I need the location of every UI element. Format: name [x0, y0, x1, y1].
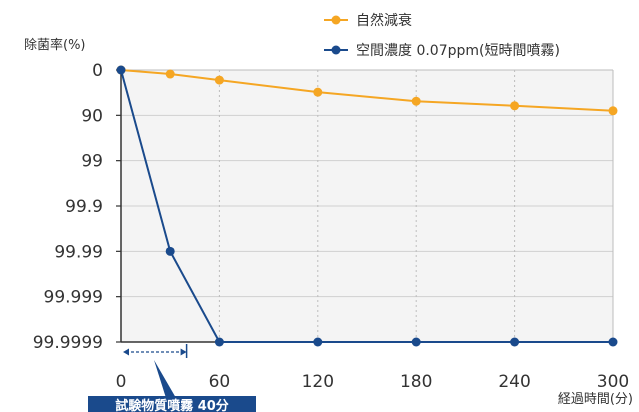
callout-label: 試験物質噴霧 40分	[115, 398, 229, 412]
legend-swatch-marker	[331, 45, 341, 55]
x-axis-label: 経過時間(分)	[558, 392, 633, 407]
y-tick-label: 99.99	[54, 242, 103, 262]
data-point	[411, 337, 421, 347]
y-tick-label: 99	[81, 152, 103, 172]
data-point	[165, 246, 175, 256]
data-point	[510, 337, 520, 347]
x-tick-label: 300	[597, 372, 629, 392]
x-tick-label: 180	[400, 372, 432, 392]
data-point	[608, 337, 618, 347]
data-point	[214, 337, 224, 347]
data-point	[411, 96, 421, 106]
y-tick-label: 0	[92, 61, 103, 81]
legend-label: 自然減衰	[356, 12, 412, 29]
data-point	[165, 69, 175, 79]
annotation-arrow-left	[123, 348, 129, 356]
data-point	[313, 87, 323, 97]
legend-label: 空間濃度 0.07ppm(短時間噴霧)	[356, 43, 560, 59]
x-tick-label: 240	[498, 372, 530, 392]
y-axis-label: 除菌率(%)	[24, 37, 86, 53]
x-tick-labels: 0 60 120 180 240 300	[116, 372, 630, 392]
y-tick-label: 99.9	[65, 197, 103, 217]
data-point	[116, 65, 126, 75]
data-point	[214, 75, 224, 85]
series	[116, 65, 618, 347]
y-tick-label: 90	[81, 106, 103, 126]
y-tick-labels: 0 90 99 99.9 99.99 99.999 99.9999	[33, 61, 103, 353]
y-tick-label: 99.999	[44, 288, 103, 308]
data-point	[313, 337, 323, 347]
callout-pointer	[154, 360, 176, 398]
annotation-arrow-right	[180, 348, 187, 356]
x-tick-label: 0	[116, 372, 127, 392]
legend-swatch-marker	[331, 15, 341, 25]
y-tick-label: 99.9999	[33, 333, 103, 353]
data-point	[608, 106, 618, 116]
x-tick-label: 60	[209, 372, 231, 392]
annotation: 試験物質噴霧 40分	[88, 344, 256, 412]
callout-box	[88, 396, 256, 412]
x-tick-label: 120	[302, 372, 334, 392]
data-point	[510, 101, 520, 111]
